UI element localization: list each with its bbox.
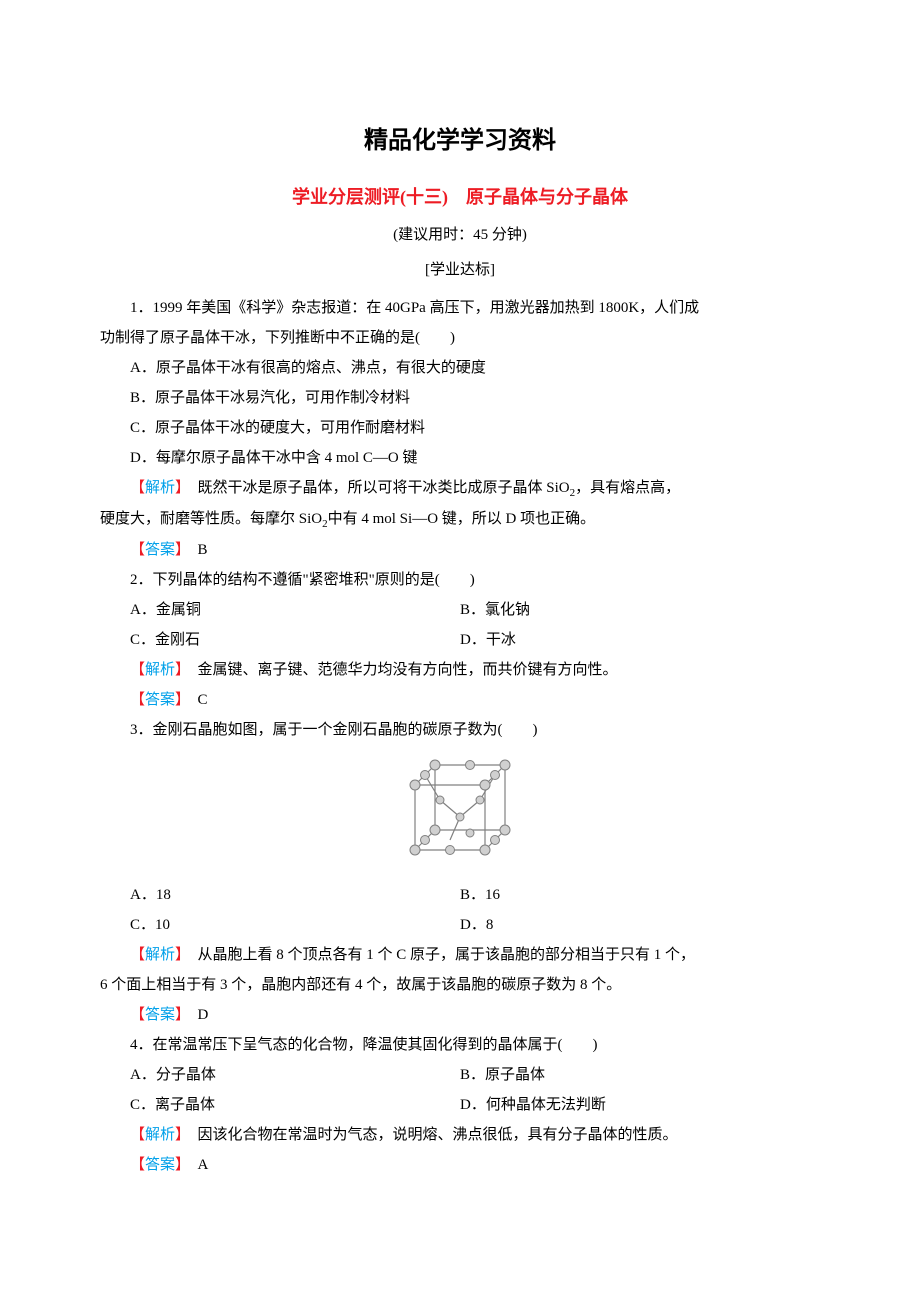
- diamond-cell-diagram-container: [100, 755, 820, 870]
- q4-answer: 【答案】 A: [100, 1150, 820, 1180]
- q2-answer-value: C: [198, 692, 208, 708]
- q4-option-b: B．原子晶体: [460, 1060, 820, 1090]
- answer-word: 答案: [145, 542, 175, 558]
- q1-answer-value: B: [198, 542, 208, 558]
- q2-option-a: A．金属铜: [100, 595, 460, 625]
- analysis-bracket-close: 】: [175, 947, 198, 963]
- analysis-word: 解析: [145, 1127, 175, 1143]
- q1-option-a: A．原子晶体干冰有很高的熔点、沸点，有很大的硬度: [100, 353, 820, 383]
- q2-stem: 2．下列晶体的结构不遵循"紧密堆积"原则的是( ): [100, 565, 820, 595]
- q3-answer: 【答案】 D: [100, 1000, 820, 1030]
- q3-option-d: D．8: [460, 910, 820, 940]
- q3-option-c: C．10: [100, 910, 460, 940]
- analysis-label: 【解析】: [130, 662, 198, 678]
- q1-option-b: B．原子晶体干冰易汽化，可用作制冷材料: [100, 383, 820, 413]
- analysis-bracket-open: 【: [130, 1127, 145, 1143]
- timing-note: (建议用时：45 分钟): [100, 223, 820, 244]
- document-title: 精品化学学习资料: [100, 120, 820, 155]
- q4-analysis: 【解析】 因该化合物在常温时为气态，说明熔、沸点很低，具有分子晶体的性质。: [100, 1120, 820, 1150]
- q1-option-c: C．原子晶体干冰的硬度大，可用作耐磨材料: [100, 413, 820, 443]
- q3-answer-value: D: [198, 1007, 209, 1023]
- subsection-label: [学业达标]: [100, 258, 820, 279]
- q2-options-row2: C．金刚石 D．干冰: [100, 625, 820, 655]
- q2-answer: 【答案】 C: [100, 685, 820, 715]
- answer-label: 【答案】: [130, 692, 198, 708]
- diamond-cell-diagram: [400, 755, 520, 865]
- q4-option-d: D．何种晶体无法判断: [460, 1090, 820, 1120]
- analysis-bracket-close: 】: [175, 480, 198, 496]
- q3-analysis-text1: 从晶胞上看 8 个顶点各有 1 个 C 原子，属于该晶胞的部分相当于只有 1 个…: [198, 947, 696, 963]
- analysis-word: 解析: [145, 947, 175, 963]
- answer-bracket-close: 】: [175, 1007, 198, 1023]
- answer-bracket-open: 【: [130, 542, 145, 558]
- analysis-word: 解析: [145, 662, 175, 678]
- q2-option-c: C．金刚石: [100, 625, 460, 655]
- analysis-label: 【解析】: [130, 1127, 198, 1143]
- analysis-bracket-close: 】: [175, 662, 198, 678]
- q3-option-b: B．16: [460, 880, 820, 910]
- analysis-bracket-open: 【: [130, 480, 145, 496]
- analysis-bracket-open: 【: [130, 662, 145, 678]
- analysis-word: 解析: [145, 480, 175, 496]
- q3-options-row2: C．10 D．8: [100, 910, 820, 940]
- analysis-bracket-open: 【: [130, 947, 145, 963]
- q1-stem-line2: 功制得了原子晶体干冰，下列推断中不正确的是( ): [100, 323, 820, 353]
- answer-label: 【答案】: [130, 542, 198, 558]
- q2-analysis-text: 金属键、离子键、范德华力均没有方向性，而共价键有方向性。: [198, 662, 618, 678]
- answer-bracket-open: 【: [130, 1007, 145, 1023]
- answer-bracket-close: 】: [175, 692, 198, 708]
- answer-label: 【答案】: [130, 1157, 198, 1173]
- q2-option-d: D．干冰: [460, 625, 820, 655]
- q1-analysis-text2a: 硬度大，耐磨等性质。每摩尔 SiO: [100, 511, 322, 527]
- q4-stem: 4．在常温常压下呈气态的化合物，降温使其固化得到的晶体属于( ): [100, 1030, 820, 1060]
- q1-analysis-line1: 【解析】 既然干冰是原子晶体，所以可将干冰类比成原子晶体 SiO2，具有熔点高，: [100, 473, 820, 504]
- analysis-label: 【解析】: [130, 947, 198, 963]
- answer-bracket-close: 】: [175, 1157, 198, 1173]
- q4-option-c: C．离子晶体: [100, 1090, 460, 1120]
- answer-bracket-close: 】: [175, 542, 198, 558]
- analysis-bracket-close: 】: [175, 1127, 198, 1143]
- q4-options-row2: C．离子晶体 D．何种晶体无法判断: [100, 1090, 820, 1120]
- answer-word: 答案: [145, 692, 175, 708]
- answer-word: 答案: [145, 1007, 175, 1023]
- q4-analysis-text: 因该化合物在常温时为气态，说明熔、沸点很低，具有分子晶体的性质。: [198, 1127, 678, 1143]
- q2-options-row1: A．金属铜 B．氯化钠: [100, 595, 820, 625]
- q1-stem-line1: 1．1999 年美国《科学》杂志报道：在 40GPa 高压下，用激光器加热到 1…: [100, 293, 820, 323]
- q4-answer-value: A: [198, 1157, 209, 1173]
- q1-answer: 【答案】 B: [100, 535, 820, 565]
- answer-word: 答案: [145, 1157, 175, 1173]
- answer-label: 【答案】: [130, 1007, 198, 1023]
- q3-options-row1: A．18 B．16: [100, 880, 820, 910]
- q1-analysis-line2: 硬度大，耐磨等性质。每摩尔 SiO2中有 4 mol Si—O 键，所以 D 项…: [100, 504, 820, 535]
- q3-option-a: A．18: [100, 880, 460, 910]
- q3-analysis-line2: 6 个面上相当于有 3 个，晶胞内部还有 4 个，故属于该晶胞的碳原子数为 8 …: [100, 970, 820, 1000]
- answer-bracket-open: 【: [130, 1157, 145, 1173]
- q1-option-d: D．每摩尔原子晶体干冰中含 4 mol C—O 键: [100, 443, 820, 473]
- q4-options-row1: A．分子晶体 B．原子晶体: [100, 1060, 820, 1090]
- q2-option-b: B．氯化钠: [460, 595, 820, 625]
- section-title: 学业分层测评(十三) 原子晶体与分子晶体: [100, 183, 820, 209]
- q1-analysis-text1b: ，具有熔点高，: [575, 480, 680, 496]
- answer-bracket-open: 【: [130, 692, 145, 708]
- analysis-label: 【解析】: [130, 480, 198, 496]
- q3-analysis-line1: 【解析】 从晶胞上看 8 个顶点各有 1 个 C 原子，属于该晶胞的部分相当于只…: [100, 940, 820, 970]
- q1-analysis-text1a: 既然干冰是原子晶体，所以可将干冰类比成原子晶体 SiO: [198, 480, 570, 496]
- q2-analysis: 【解析】 金属键、离子键、范德华力均没有方向性，而共价键有方向性。: [100, 655, 820, 685]
- q1-analysis-text2b: 中有 4 mol Si—O 键，所以 D 项也正确。: [328, 511, 596, 527]
- q4-option-a: A．分子晶体: [100, 1060, 460, 1090]
- q3-stem: 3．金刚石晶胞如图，属于一个金刚石晶胞的碳原子数为( ): [100, 715, 820, 745]
